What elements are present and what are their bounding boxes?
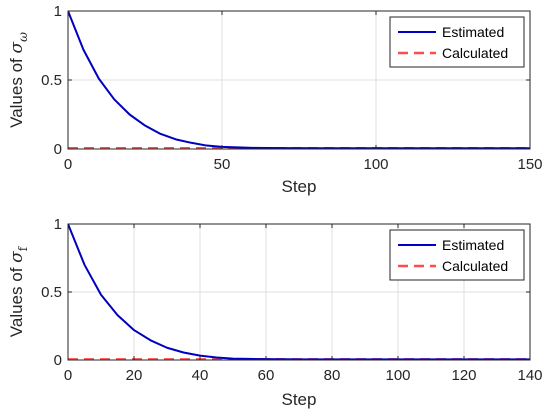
legend-label-calculated: Calculated	[442, 45, 508, 61]
x-tick-label: 150	[517, 156, 542, 173]
chart-sigma-f: 0 20 40 60 80 100 120 140 0 0.5 1 Step Values of σf E…	[7, 216, 543, 409]
y-axis-label-subscript: ω	[16, 32, 30, 42]
y-tick-label: 1	[54, 3, 62, 20]
legend: Estimated Calculated	[389, 16, 525, 68]
y-axis-label-prefix: Values of	[7, 54, 26, 128]
legend-box	[389, 229, 525, 281]
x-tick-label: 100	[385, 367, 410, 384]
y-axis-label: Values of σf	[7, 245, 30, 337]
chart-sigma-omega: 0 50 100 150 0 0.5 1 Step Values of σω Estimated C…	[7, 3, 543, 196]
x-tick-label: 140	[517, 367, 542, 384]
y-tick-label: 1	[54, 216, 62, 233]
x-tick-label: 100	[363, 156, 388, 173]
y-axis-label-prefix: Values of	[7, 263, 26, 337]
legend-label-estimated: Estimated	[442, 24, 504, 40]
x-tick-label: 120	[451, 367, 476, 384]
x-tick-label: 0	[64, 156, 72, 173]
y-axis-label-symbol: σ	[7, 251, 27, 263]
legend: Estimated Calculated	[389, 229, 525, 281]
x-axis-label: Step	[282, 177, 317, 196]
y-axis-label-subscript: f	[16, 245, 30, 251]
series-line-estimated	[68, 223, 530, 360]
legend-box	[389, 16, 525, 68]
x-axis-label: Step	[282, 390, 317, 409]
x-tick-label: 40	[192, 367, 209, 384]
y-tick-label: 0	[54, 352, 62, 369]
x-tick-label: 50	[214, 156, 231, 173]
y-tick-label: 0	[54, 141, 62, 158]
y-axis-label-symbol: σ	[7, 42, 27, 54]
series-group	[68, 223, 530, 360]
x-tick-label: 60	[258, 367, 275, 384]
x-tick-label: 0	[64, 367, 72, 384]
y-axis-label: Values of σω	[7, 32, 30, 128]
x-tick-label: 20	[126, 367, 143, 384]
legend-label-calculated: Calculated	[442, 258, 508, 274]
legend-label-estimated: Estimated	[442, 237, 504, 253]
y-tick-label: 0.5	[41, 72, 62, 89]
y-tick-label: 0.5	[41, 284, 62, 301]
x-tick-label: 80	[324, 367, 341, 384]
